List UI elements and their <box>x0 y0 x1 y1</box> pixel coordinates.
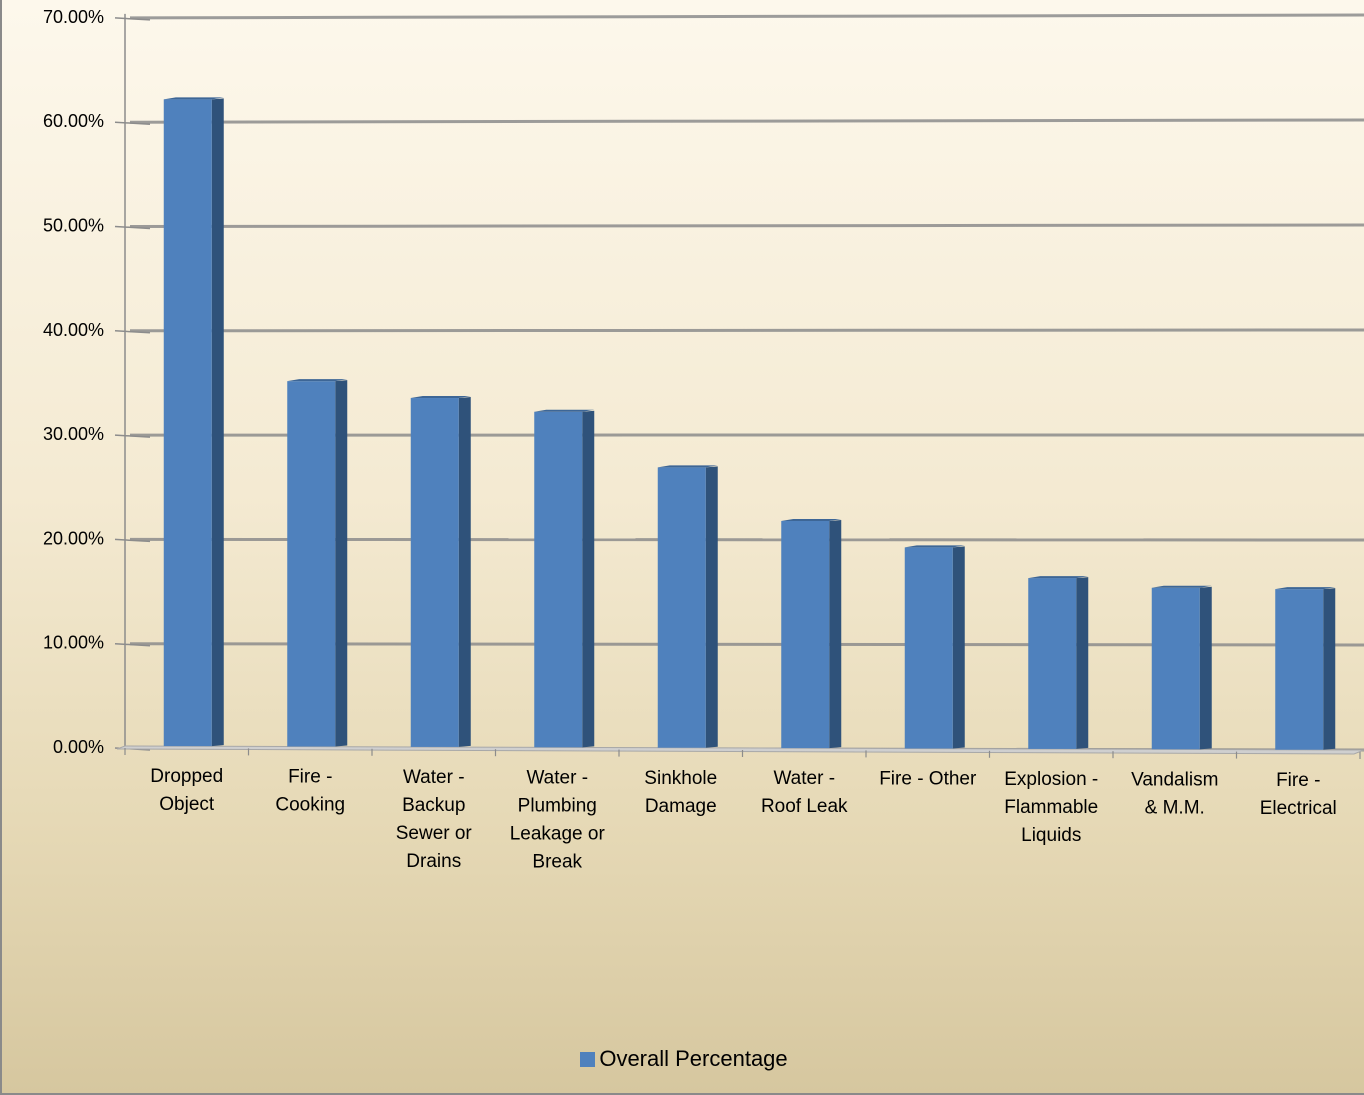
x-category-label-line: Backup <box>402 795 465 816</box>
bars <box>164 97 1336 749</box>
x-category-label-line: Water - <box>526 767 588 788</box>
x-category-label: Sinkhole Damage <box>644 768 717 817</box>
gridline <box>130 15 1364 18</box>
x-category-label: Fire - Electrical <box>1260 770 1337 819</box>
bar-top <box>781 519 841 521</box>
bar-top <box>1028 576 1088 578</box>
bar-top <box>658 465 718 467</box>
x-category-label: Explosion - Flammable Liquids <box>1004 769 1098 846</box>
x-category-label-line: Liquids <box>1021 825 1081 846</box>
y-tick-label: 40.00% <box>43 320 104 340</box>
bar <box>905 547 953 748</box>
bar-top <box>1152 586 1212 588</box>
bar-top <box>534 410 594 412</box>
bar <box>781 521 829 748</box>
x-category-label-line: & M.M. <box>1145 797 1205 818</box>
x-category-label-line: Cooking <box>275 795 345 816</box>
bar-side <box>1200 587 1212 750</box>
y-tick-label: 30.00% <box>43 424 104 444</box>
x-category-label-line: Leakage or <box>510 823 606 844</box>
bar <box>164 99 212 746</box>
legend: Overall Percentage <box>2 1046 1364 1072</box>
bar <box>658 467 706 747</box>
x-category-label-line: Fire - Other <box>879 769 977 790</box>
x-category-label: Dropped Object <box>150 766 223 815</box>
gridline <box>130 330 1364 331</box>
bar-top <box>905 545 965 547</box>
bar-top <box>411 396 471 398</box>
bar-top <box>287 379 347 381</box>
x-category-label-line: Drains <box>406 851 461 872</box>
gridline <box>130 120 1364 122</box>
bar-side <box>212 98 224 746</box>
bar-side <box>582 411 594 748</box>
x-category-label-line: Break <box>532 851 582 872</box>
bar-top <box>1275 587 1335 589</box>
x-category-label-line: Explosion - <box>1004 769 1098 790</box>
bar <box>287 381 335 746</box>
bar-side <box>706 466 718 747</box>
bar-side <box>1076 577 1088 749</box>
x-category-label-line: Sinkhole <box>644 768 717 789</box>
y-tick-label: 0.00% <box>53 737 104 757</box>
y-tick-label: 60.00% <box>43 111 104 131</box>
x-category-label-line: Fire - <box>1276 770 1320 791</box>
x-category-label: Fire - Other <box>879 769 977 790</box>
x-category-label-line: Fire - <box>288 767 332 788</box>
bar <box>411 398 459 747</box>
bar <box>534 412 582 748</box>
bar <box>1028 578 1076 749</box>
legend-swatch <box>580 1052 595 1067</box>
x-category-label: Water - Roof Leak <box>761 768 848 817</box>
bar-side <box>335 380 347 746</box>
x-category-label: Vandalism & M.M. <box>1131 769 1218 818</box>
x-category-label-line: Vandalism <box>1131 769 1218 790</box>
bar <box>1275 589 1323 750</box>
x-category-label: Water - Backup Sewer or Drains <box>396 767 473 872</box>
bar <box>1152 588 1200 750</box>
bar-side <box>459 397 471 747</box>
bar-side <box>1323 588 1335 750</box>
bar-side <box>953 546 965 748</box>
x-category-label: Water - Plumbing Leakage or Break <box>510 767 606 872</box>
gridline <box>130 225 1364 227</box>
x-category-label-line: Electrical <box>1260 798 1337 819</box>
x-category-label-line: Flammable <box>1004 797 1098 818</box>
bar-side <box>829 520 841 748</box>
x-category-label-line: Sewer or <box>396 823 473 844</box>
y-tick-label: 50.00% <box>43 216 104 236</box>
y-tick-label: 20.00% <box>43 528 104 548</box>
x-category-label-line: Water - <box>773 768 835 789</box>
x-category-label-line: Damage <box>645 796 717 817</box>
x-category-label: Fire - Cooking <box>275 767 345 816</box>
x-category-label-line: Water - <box>403 767 465 788</box>
y-tick-label: 70.00% <box>43 7 104 27</box>
x-category-label-line: Plumbing <box>518 795 597 816</box>
legend-label: Overall Percentage <box>599 1046 787 1071</box>
x-category-label-line: Object <box>159 794 215 815</box>
bar-top <box>164 97 224 99</box>
x-category-label-line: Dropped <box>150 766 223 787</box>
y-tick-label: 10.00% <box>43 633 104 653</box>
x-category-label-line: Roof Leak <box>761 796 848 817</box>
